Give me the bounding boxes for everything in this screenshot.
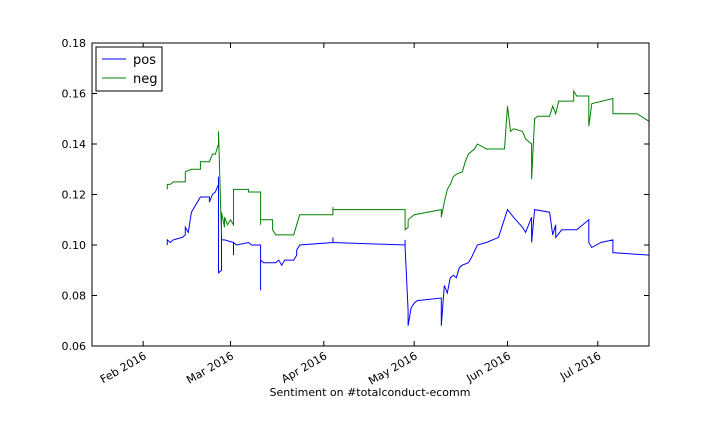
series-line-neg xyxy=(166,89,650,236)
y-tick-label: 0.14 xyxy=(62,138,87,151)
y-axis: 0.06 0.08 0.10 0.12 0.14 0.16 0.18 xyxy=(62,37,649,353)
y-tick-label: 0.06 xyxy=(62,340,87,353)
legend: pos neg xyxy=(95,46,163,92)
y-tick-label: 0.12 xyxy=(62,189,87,202)
x-tick-label: Feb 2016 xyxy=(98,349,149,386)
y-tick-label: 0.16 xyxy=(62,88,87,101)
x-tick-label: Jul 2016 xyxy=(557,349,603,383)
x-tick-label: Mar 2016 xyxy=(184,349,236,386)
y-tick-label: 0.08 xyxy=(62,290,87,303)
plot-area xyxy=(92,43,649,346)
legend-label-neg: neg xyxy=(133,72,158,87)
x-tick-label: Jun 2016 xyxy=(463,349,513,385)
legend-box xyxy=(95,46,163,92)
x-axis-label: Sentiment on #totalconduct-ecomm xyxy=(270,386,471,399)
legend-label-pos: pos xyxy=(133,53,156,68)
series-line-pos xyxy=(166,176,650,326)
series-layer xyxy=(166,89,650,326)
x-tick-label: Apr 2016 xyxy=(279,349,329,386)
x-tick-label: May 2016 xyxy=(366,349,419,387)
y-tick-label: 0.18 xyxy=(62,37,87,50)
y-tick-label: 0.10 xyxy=(62,239,87,252)
